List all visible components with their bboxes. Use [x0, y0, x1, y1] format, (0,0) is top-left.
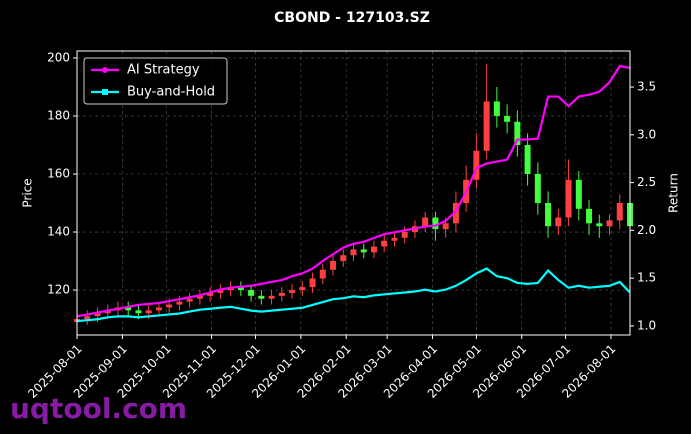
y2-tick-label: 3.0 [637, 127, 656, 141]
candle-body [473, 150, 480, 180]
candle-body [586, 208, 593, 224]
candle-body [391, 237, 398, 241]
candle-body [330, 261, 337, 270]
candle-body [616, 203, 623, 221]
candle-body [135, 310, 142, 314]
y2-tick-label: 2.5 [637, 175, 656, 189]
candle-body [452, 203, 459, 224]
candle-body [575, 179, 582, 209]
candle-body [84, 316, 91, 320]
candle-body [381, 240, 388, 247]
candle-body [606, 220, 613, 227]
candle-body [289, 290, 296, 293]
candle-body [155, 307, 162, 311]
legend-marker [102, 89, 108, 95]
candle-body [207, 292, 214, 296]
candle-body [237, 287, 244, 291]
candle-body [299, 287, 306, 291]
candle-body [350, 249, 357, 256]
candle-body [278, 292, 285, 296]
candle-body [248, 290, 255, 296]
candle-body [125, 307, 132, 311]
candle-body [166, 304, 173, 308]
y-tick-label: 160 [47, 166, 70, 180]
y2-tick-label: 1.0 [637, 318, 656, 332]
candle-body [217, 290, 224, 293]
candle-body [319, 269, 326, 279]
candle-body [196, 295, 203, 299]
candle-body [370, 246, 377, 253]
candle-body [104, 310, 111, 314]
candle-body [534, 173, 541, 204]
candle-body [555, 217, 562, 227]
chart-title: CBOND - 127103.SZ [274, 10, 430, 26]
legend-label: Buy-and-Hold [127, 85, 215, 100]
y2-tick-label: 3.5 [637, 80, 656, 94]
candle-body [504, 115, 511, 122]
plot-frame [76, 50, 631, 336]
candle-body [176, 301, 183, 305]
legend-label: AI Strategy [127, 63, 200, 78]
candle-body [145, 310, 152, 314]
candle-body [309, 278, 316, 288]
y-tick-label: 200 [47, 50, 70, 64]
candle-body [258, 295, 265, 299]
candle-body [565, 179, 572, 218]
y-tick-label: 180 [47, 108, 70, 122]
candle-body [483, 101, 490, 151]
candle-body [442, 223, 449, 230]
legend-marker [102, 67, 108, 73]
candle-body [432, 217, 439, 230]
candle-body [596, 223, 603, 227]
y2-tick-label: 1.5 [637, 271, 656, 285]
candle-body [94, 313, 101, 317]
candle-body [514, 121, 521, 145]
series-line [76, 64, 631, 318]
legend-box [83, 57, 228, 105]
candle-body [186, 298, 193, 302]
watermark: uqtool.com [10, 392, 187, 425]
candle-body [340, 255, 347, 262]
candle-body [360, 249, 367, 253]
candle-body [401, 232, 408, 238]
series-line [76, 267, 631, 323]
candle-body [422, 217, 429, 227]
y-tick-label: 140 [47, 225, 70, 239]
candle-body [268, 295, 275, 299]
candle-body [545, 203, 552, 227]
y2-axis-label: Return [667, 173, 681, 213]
candle-body [524, 144, 531, 174]
y-axis-label: Price [21, 178, 35, 207]
y2-tick-label: 2.0 [637, 223, 656, 237]
y-tick-label: 120 [47, 283, 70, 297]
candle-body [493, 101, 500, 116]
